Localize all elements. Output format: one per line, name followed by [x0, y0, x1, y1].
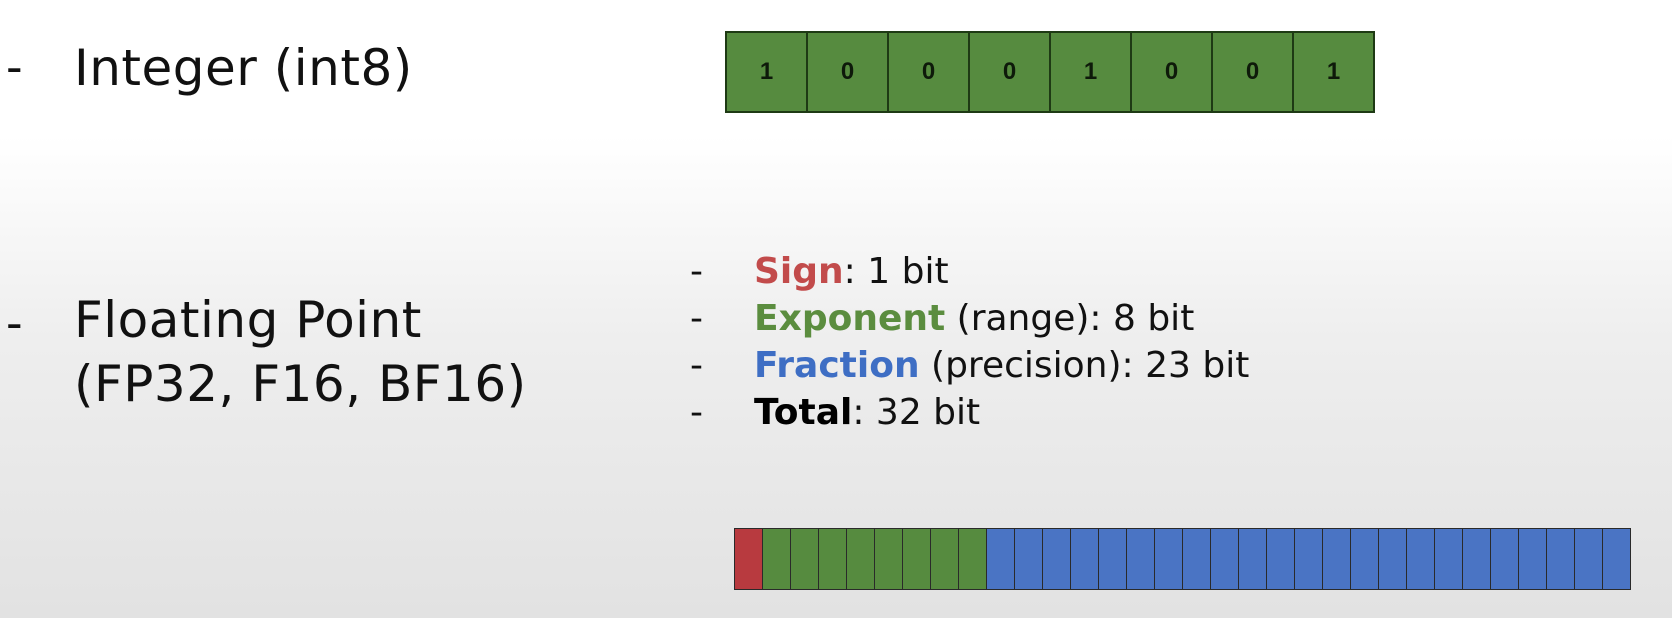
- int8-bit-cell: 1: [1051, 33, 1132, 111]
- fraction-bit-cell: [1239, 529, 1267, 589]
- fraction-bit-cell: [1211, 529, 1239, 589]
- float-list-item-fraction: - Fraction (precision): 23 bit: [690, 342, 1249, 389]
- list-dash: -: [690, 251, 703, 292]
- fp32-bit-row: [734, 528, 1631, 590]
- fraction-bit-cell: [1043, 529, 1071, 589]
- exponent-bit-cell: [903, 529, 931, 589]
- int8-bit-cell: 0: [1132, 33, 1213, 111]
- fraction-bit-cell: [1379, 529, 1407, 589]
- float-heading-line1: Floating Point: [74, 291, 422, 349]
- exponent-bit-cell: [763, 529, 791, 589]
- int8-bit-cell: 1: [1294, 33, 1373, 111]
- fraction-bit-cell: [1267, 529, 1295, 589]
- fraction-bit-cell: [1155, 529, 1183, 589]
- fraction-bit-cell: [1351, 529, 1379, 589]
- fraction-bit-cell: [1295, 529, 1323, 589]
- exponent-bit-cell: [875, 529, 903, 589]
- total-detail: : 32 bit: [852, 392, 981, 433]
- fraction-bit-cell: [1463, 529, 1491, 589]
- fraction-label: Fraction: [754, 345, 920, 386]
- float-format-list: - Sign : 1 bit - Exponent (range): 8 bit…: [690, 248, 1249, 436]
- sign-bit-cell: [735, 529, 763, 589]
- fraction-bit-cell: [987, 529, 1015, 589]
- list-dash: -: [690, 345, 703, 386]
- float-heading: Floating Point (FP32, F16, BF16): [74, 288, 527, 416]
- float-list-item-exponent: - Exponent (range): 8 bit: [690, 295, 1249, 342]
- exponent-detail: (range): 8 bit: [945, 298, 1195, 339]
- fraction-bit-cell: [1547, 529, 1575, 589]
- integer-heading-text: Integer (int8): [74, 39, 413, 97]
- fraction-bit-cell: [1603, 529, 1630, 589]
- fraction-bit-cell: [1099, 529, 1127, 589]
- fraction-bit-cell: [1071, 529, 1099, 589]
- fraction-detail: (precision): 23 bit: [919, 345, 1250, 386]
- fraction-bit-cell: [1015, 529, 1043, 589]
- float-bullet-dash: -: [6, 296, 23, 350]
- fraction-bit-cell: [1183, 529, 1211, 589]
- int8-bit-cell: 0: [808, 33, 889, 111]
- integer-bullet-dash: -: [6, 40, 23, 94]
- fraction-bit-cell: [1435, 529, 1463, 589]
- fraction-bit-cell: [1127, 529, 1155, 589]
- sign-detail: : 1 bit: [843, 251, 949, 292]
- fraction-bit-cell: [1407, 529, 1435, 589]
- fraction-bit-cell: [1323, 529, 1351, 589]
- exponent-bit-cell: [791, 529, 819, 589]
- fraction-bit-cell: [1519, 529, 1547, 589]
- fraction-bit-cell: [1575, 529, 1603, 589]
- int8-bit-cell: 0: [1213, 33, 1294, 111]
- exponent-bit-cell: [819, 529, 847, 589]
- exponent-label: Exponent: [754, 298, 946, 339]
- list-dash: -: [690, 298, 703, 339]
- int8-bit-cell: 0: [889, 33, 970, 111]
- exponent-bit-cell: [931, 529, 959, 589]
- total-label: Total: [754, 392, 853, 433]
- list-dash: -: [690, 392, 703, 433]
- sign-label: Sign: [754, 251, 844, 292]
- int8-bit-cell: 1: [727, 33, 808, 111]
- integer-heading: Integer (int8): [74, 36, 413, 100]
- fraction-bit-cell: [1491, 529, 1519, 589]
- exponent-bit-cell: [959, 529, 987, 589]
- float-list-item-sign: - Sign : 1 bit: [690, 248, 1249, 295]
- exponent-bit-cell: [847, 529, 875, 589]
- float-list-item-total: - Total : 32 bit: [690, 389, 1249, 436]
- int8-bit-cell: 0: [970, 33, 1051, 111]
- float-heading-line2: (FP32, F16, BF16): [74, 355, 527, 413]
